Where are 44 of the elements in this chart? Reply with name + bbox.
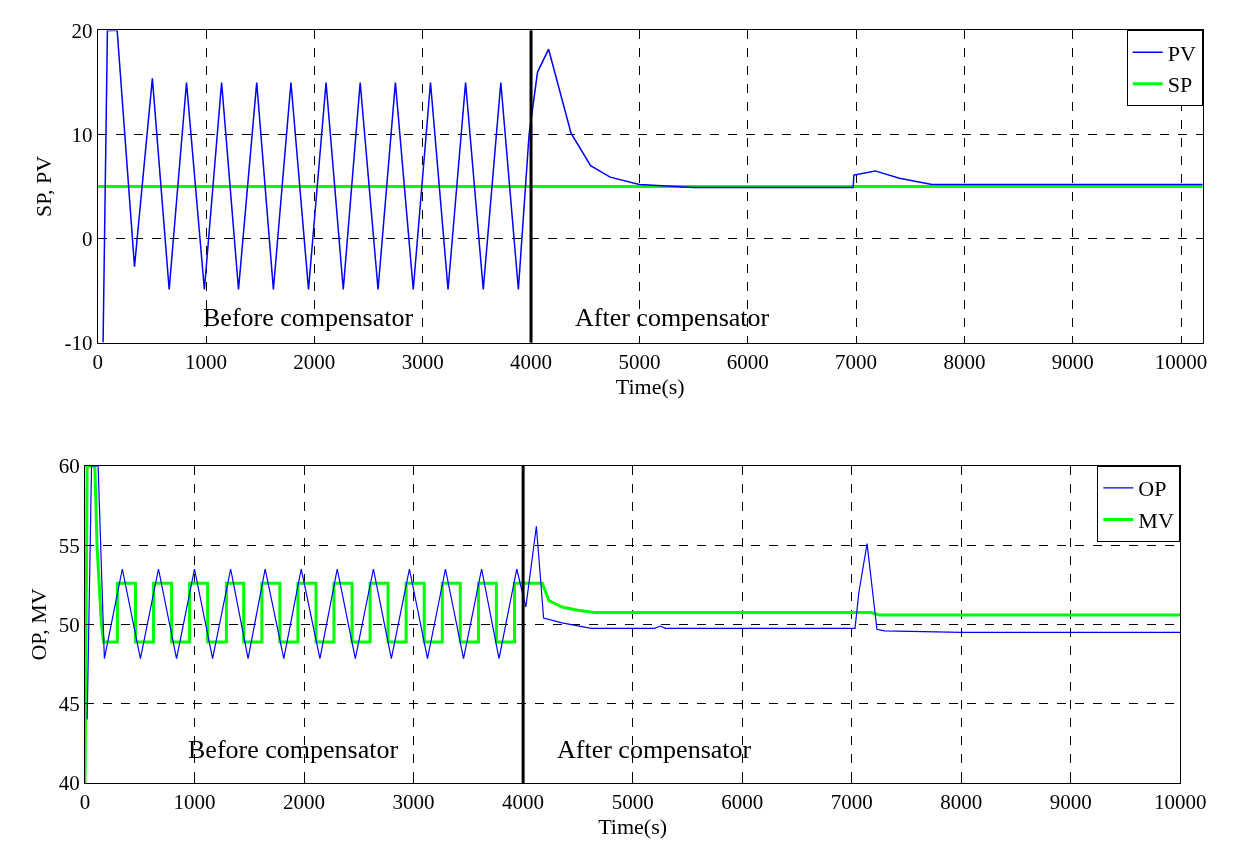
legend-label: SP bbox=[1167, 72, 1193, 98]
y-axis-title: OP, MV bbox=[25, 588, 51, 661]
line-series bbox=[84, 466, 1181, 783]
x-tick-label: 3000 bbox=[392, 790, 435, 815]
annotation: Before compensator bbox=[203, 303, 414, 332]
y-tick-label: 0 bbox=[81, 226, 93, 251]
annotation: After compensator bbox=[575, 303, 770, 332]
x-tick-label: 7000 bbox=[830, 790, 873, 815]
x-tick-label: 9000 bbox=[1051, 349, 1094, 374]
y-tick-label: 60 bbox=[58, 454, 80, 479]
x-tick-label: 5000 bbox=[618, 349, 661, 374]
x-tick-label: 2000 bbox=[283, 790, 326, 815]
x-tick-label: 1000 bbox=[173, 790, 216, 815]
x-tick-label: 5000 bbox=[611, 790, 654, 815]
x-tick-label: 4000 bbox=[502, 790, 545, 815]
y-tick-label: 45 bbox=[58, 692, 80, 717]
y-tick-label: 40 bbox=[58, 771, 80, 796]
line-series bbox=[86, 466, 1181, 721]
y-tick-label: 20 bbox=[71, 18, 93, 43]
x-tick-label: 10000 bbox=[1154, 790, 1207, 815]
y-tick-label: -10 bbox=[64, 330, 93, 355]
x-tick-label: 6000 bbox=[726, 349, 769, 374]
x-tick-label: 10000 bbox=[1154, 349, 1208, 374]
x-tick-label: 3000 bbox=[401, 349, 444, 374]
x-tick-label: 9000 bbox=[1049, 790, 1092, 815]
x-tick-label: 8000 bbox=[943, 349, 986, 374]
x-tick-label: 1000 bbox=[185, 349, 227, 374]
x-axis-title: Time(s) bbox=[598, 814, 668, 840]
legend-label: MV bbox=[1138, 507, 1174, 533]
x-axis-title: Time(s) bbox=[615, 373, 685, 399]
y-tick-label: 55 bbox=[58, 533, 80, 558]
annotation: After compensator bbox=[557, 735, 752, 764]
x-tick-label: 6000 bbox=[721, 790, 764, 815]
y-axis-title: SP, PV bbox=[31, 155, 57, 218]
x-tick-label: 4000 bbox=[510, 349, 553, 374]
legend-label: OP bbox=[1138, 476, 1167, 502]
x-tick-label: 7000 bbox=[835, 349, 878, 374]
x-tick-label: 2000 bbox=[293, 349, 336, 374]
legend-label: PV bbox=[1167, 40, 1196, 66]
annotation: Before compensator bbox=[188, 735, 399, 764]
x-tick-label: 8000 bbox=[940, 790, 983, 815]
y-tick-label: 50 bbox=[58, 612, 80, 637]
y-tick-label: 10 bbox=[71, 122, 93, 147]
line-series bbox=[102, 30, 1203, 343]
